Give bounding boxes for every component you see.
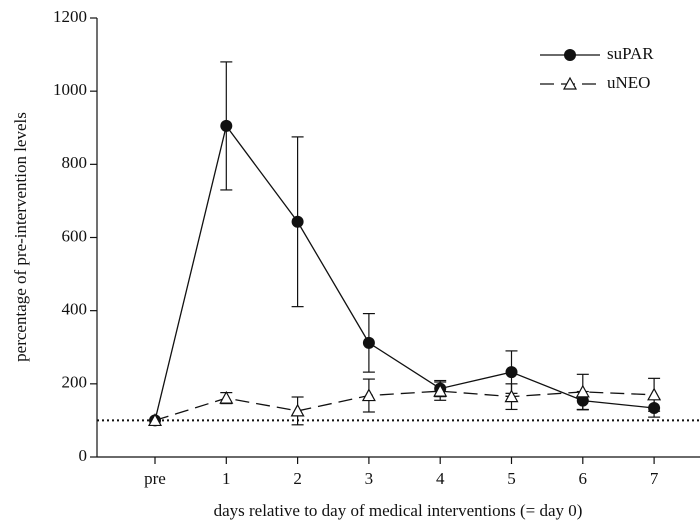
y-tick-label: 200 (62, 373, 88, 392)
point (290, 403, 305, 417)
legend-label: uNEO (607, 73, 650, 92)
x-tick-label: 7 (650, 469, 659, 488)
point (504, 389, 519, 403)
y-tick-label: 1200 (53, 7, 87, 26)
point (361, 388, 376, 402)
y-tick-label: 400 (62, 300, 88, 319)
y-axis-label: percentage of pre-intervention levels (11, 112, 30, 362)
x-tick-label: 6 (579, 469, 588, 488)
x-tick-label: 1 (222, 469, 231, 488)
x-tick-label: pre (144, 469, 166, 488)
point (220, 119, 233, 132)
x-tick-label: 4 (436, 469, 445, 488)
point (291, 215, 304, 228)
point (575, 384, 590, 398)
series-line (154, 390, 655, 422)
point (505, 366, 518, 379)
y-tick-label: 0 (79, 446, 88, 465)
point (219, 390, 234, 404)
legend-marker (562, 76, 578, 90)
point (147, 413, 163, 427)
point (433, 383, 448, 397)
x-tick-label: 5 (507, 469, 516, 488)
x-tick-label: 3 (365, 469, 374, 488)
point (647, 387, 662, 401)
series-line (154, 124, 655, 421)
point (362, 336, 375, 349)
legend-marker (564, 49, 576, 61)
y-tick-label: 600 (62, 226, 88, 245)
x-axis-label: days relative to day of medical interven… (214, 501, 583, 520)
legend-label: suPAR (607, 44, 654, 63)
x-tick-label: 2 (293, 469, 302, 488)
y-tick-label: 800 (62, 153, 88, 172)
y-tick-label: 1000 (53, 80, 87, 99)
